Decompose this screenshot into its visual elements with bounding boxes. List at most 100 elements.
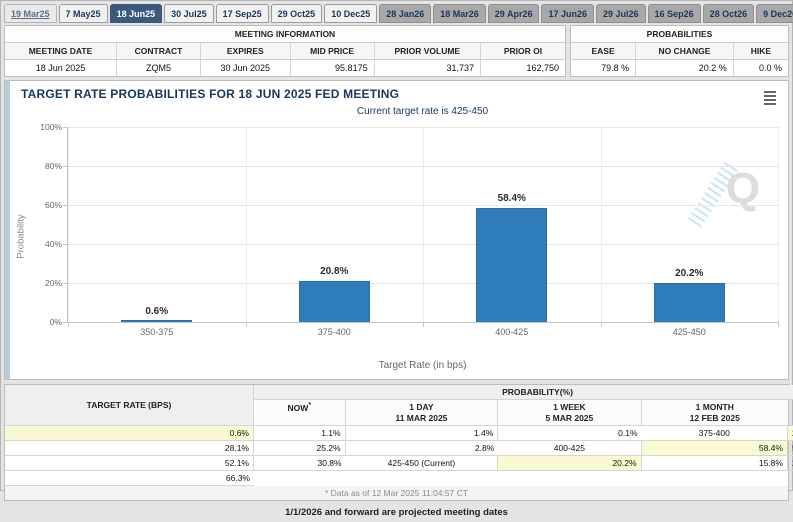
- value-cell: 30 Jun 2025: [201, 60, 291, 76]
- y-tick-mark: [63, 205, 68, 206]
- probability-bar: [298, 281, 370, 322]
- meeting-information-title: MEETING INFORMATION: [5, 26, 565, 43]
- probabilities-header-row: EASE NO CHANGE HIKE: [571, 43, 788, 60]
- table-cell: 58.4%: [641, 441, 788, 457]
- table-cell: 2.8%: [345, 441, 499, 457]
- quikstrike-watermark-icon: Q: [687, 158, 760, 228]
- gridline: [423, 127, 424, 322]
- table-cell: 28.1%: [5, 441, 254, 457]
- probability-bar: [653, 282, 725, 322]
- column-header: MID PRICE: [290, 43, 375, 60]
- meeting-info-value-row: 18 Jun 2025 ZQM5 30 Jun 2025 95.8175 31,737 1…: [5, 60, 565, 76]
- y-tick-mark: [63, 127, 68, 128]
- gridline: [778, 127, 779, 322]
- table-cell: 20.8%: [787, 426, 793, 442]
- value-cell: 20.2 %: [636, 60, 734, 76]
- table-cell: 52.1%: [5, 456, 254, 472]
- table-cell: 30.8%: [253, 456, 346, 472]
- table-group-header: PROBABILITY(%): [253, 385, 793, 400]
- x-category-label: 375-400: [317, 327, 351, 337]
- probabilities-panel: PROBABILITIES EASE NO CHANGE HIKE 79.8 % 20…: [570, 25, 789, 77]
- value-cell: 95.8175: [291, 60, 375, 76]
- tab-16-sep26[interactable]: 16 Sep26: [647, 4, 701, 23]
- value-cell: 31,737: [375, 60, 481, 76]
- tab-10-dec25[interactable]: 10 Dec25: [324, 4, 378, 23]
- meeting-info-header-row: MEETING DATE CONTRACT EXPIRES MID PRICE PRIO…: [5, 43, 565, 60]
- column-header: EASE: [571, 43, 637, 60]
- tab-17-sep25[interactable]: 17 Sep25: [215, 4, 269, 23]
- column-header: PRIOR VOLUME: [374, 43, 481, 60]
- gridline: [245, 127, 247, 322]
- x-tick-mark: [423, 322, 424, 327]
- table-footnote: * Data as of 12 Mar 2025 11:04:57 CT: [5, 486, 788, 501]
- value-cell: 18 Jun 2025: [5, 60, 117, 76]
- probabilities-value-row: 79.8 % 20.2 % 0.0 %: [571, 60, 788, 76]
- table-cell: 20.2%: [498, 456, 642, 472]
- tab-9-dec26[interactable]: 9 Dec26: [756, 4, 793, 23]
- x-category-label: 425-450: [672, 327, 706, 337]
- tab-18-mar26[interactable]: 18 Mar26: [433, 4, 486, 23]
- meeting-tab-bar: 19 Mar25 7 May25 18 Jun25 30 Jul25 17 Sep25 2…: [4, 3, 793, 25]
- table-column-header: 1 WEEK 5 MAR 2025: [498, 400, 642, 427]
- info-row: MEETING INFORMATION MEETING DATE CONTRACT…: [4, 25, 789, 77]
- tab-29-oct25[interactable]: 29 Oct25: [270, 4, 323, 23]
- gridline: [68, 127, 69, 322]
- table-cell: 1.1%: [253, 426, 346, 442]
- value-cell: 162,750: [526, 63, 559, 73]
- tab-19-mar25[interactable]: 19 Mar25: [4, 4, 57, 23]
- chart-context-menu-icon[interactable]: [762, 89, 778, 109]
- y-tick-mark: [63, 244, 68, 245]
- tab-18-jun25[interactable]: 18 Jun25: [109, 4, 163, 23]
- bar-data-label: 0.6%: [145, 305, 169, 317]
- table-cell: 21.3%: [787, 456, 793, 472]
- bar-data-label: 20.2%: [675, 267, 704, 279]
- value-cell: ZQM5: [117, 60, 201, 76]
- x-category-label: 350-375: [140, 327, 174, 337]
- probability-chart-panel: TARGET RATE PROBABILITIES FOR 18 JUN 202…: [4, 80, 789, 380]
- table-cell: 350-375: [787, 400, 793, 427]
- y-tick-label: 60%: [44, 200, 62, 210]
- tab-28-jan26[interactable]: 28 Jan26: [379, 4, 432, 23]
- tab-30-jul25[interactable]: 30 Jul25: [164, 4, 214, 23]
- y-tick-label: 80%: [44, 161, 62, 171]
- table-col1-header: TARGET RATE (BPS): [5, 385, 254, 427]
- probabilities-title: PROBABILITIES: [571, 26, 788, 43]
- table-cell: 15.8%: [641, 456, 788, 472]
- tab-29-jul26[interactable]: 29 Jul26: [596, 4, 646, 23]
- bar-data-label: 58.4%: [497, 193, 526, 205]
- value-cell: 79.8 %: [571, 60, 637, 76]
- x-tick-mark: [600, 322, 602, 327]
- x-tick-mark: [778, 322, 779, 327]
- y-tick-mark: [63, 283, 68, 284]
- probability-bar: [476, 208, 548, 322]
- column-header: MEETING DATE: [5, 43, 117, 60]
- y-axis-title: Probability: [15, 214, 27, 259]
- y-tick-label: 20%: [44, 278, 62, 288]
- column-header: EXPIRES: [201, 43, 291, 60]
- table-cell: 1.4%: [345, 426, 499, 442]
- table-column-header: 1 DAY 11 MAR 2025: [345, 400, 499, 427]
- tab-7-may25[interactable]: 7 May25: [58, 4, 108, 23]
- x-tick-mark: [245, 322, 247, 327]
- tab-29-apr26[interactable]: 29 Apr26: [487, 4, 540, 23]
- probability-history-table: TARGET RATE (BPS) PROBABILITY(%) NOW* 1 D…: [4, 384, 793, 502]
- y-tick-mark: [63, 322, 68, 323]
- table-cell: 375-400: [641, 426, 788, 442]
- x-axis-title: Target Rate (in bps): [378, 360, 467, 371]
- x-category-label: 400-425: [495, 327, 529, 337]
- tab-17-jun26[interactable]: 17 Jun26: [541, 4, 595, 23]
- x-tick-mark: [68, 322, 69, 327]
- projected-dates-note: 1/1/2026 and forward are projected meeti…: [285, 507, 508, 519]
- table-column-header: NOW*: [253, 400, 346, 427]
- column-header: NO CHANGE: [636, 43, 734, 60]
- y-tick-label: 40%: [44, 239, 62, 249]
- table-cell: 0.6%: [5, 426, 254, 442]
- y-tick-mark: [63, 166, 68, 167]
- y-tick-label: 0%: [49, 317, 62, 327]
- chart-plot-area: Q 100% 80% 60% 40% 20% 0% 0.6% 350-375 20.8% 375-…: [40, 122, 779, 337]
- table-cell: 425-450 (Current): [345, 456, 499, 472]
- chart-title: TARGET RATE PROBABILITIES FOR 18 JUN 202…: [21, 87, 400, 101]
- tab-28-oct26[interactable]: 28 Oct26: [702, 4, 755, 23]
- table-cell: 55.0%: [787, 441, 793, 457]
